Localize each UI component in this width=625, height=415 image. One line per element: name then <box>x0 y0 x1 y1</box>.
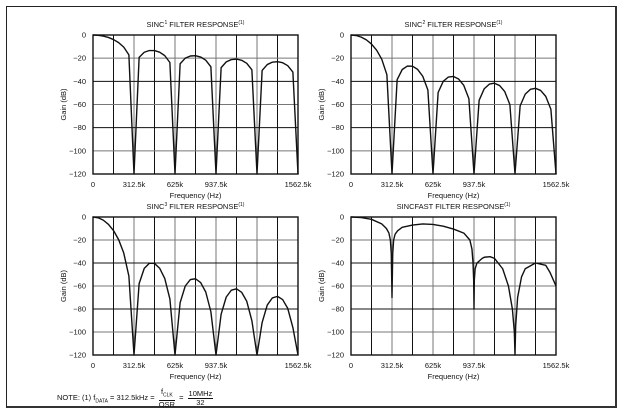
y-tick-label: 0 <box>340 213 344 222</box>
clk-fraction: 10MHz 32 <box>187 388 214 407</box>
y-tick-label: −100 <box>327 328 344 337</box>
fclk-over-osr: fCLK OSR <box>158 387 175 409</box>
chart-panel-3: 0 −20 −40 −60 −80 −100 −120 0 312.5k 625k 937.5k 15… <box>59 202 312 381</box>
title-main: SINCFAST FILTER RESPONSE <box>397 202 505 211</box>
chart-panel-4: 0 −20 −40 −60 −80 −100 −120 0 312.5k 625k 937.5k 15… <box>317 202 570 381</box>
title-footnote-ref: (1) <box>504 202 510 208</box>
title-superscript: 1 <box>164 20 167 26</box>
note-fclk: f <box>160 387 164 396</box>
x-tick-label: 0 <box>349 361 353 370</box>
y-tick-label: −40 <box>73 77 86 86</box>
y-tick-label: −80 <box>73 123 86 132</box>
y-tick-label: −120 <box>69 170 86 179</box>
y-tick-label: −100 <box>327 146 344 155</box>
x-tick-label: 0 <box>91 361 95 370</box>
y-tick-label: 0 <box>82 213 86 222</box>
plot-area-border <box>350 34 557 175</box>
chart-panel-1: 0 −20 −40 −60 −80 −100 −120 0 312.5k 625k 937.5k 15… <box>59 20 312 200</box>
x-tick-label: 312.5k <box>381 180 404 189</box>
y-tick-label: −120 <box>327 351 344 360</box>
y-tick-label: −60 <box>331 100 344 109</box>
y-axis-label: Gain (dB) <box>317 88 326 121</box>
x-tick-label: 937.5k <box>205 180 228 189</box>
x-tick-label: 937.5k <box>205 361 228 370</box>
x-tick-label: 937.5k <box>463 180 486 189</box>
note-eq2: = <box>176 393 186 403</box>
y-tick-label: −100 <box>69 146 86 155</box>
x-tick-label: 937.5k <box>463 361 486 370</box>
plot-area-border <box>92 216 299 356</box>
y-tick-label: −40 <box>331 77 344 86</box>
y-tick-label: −120 <box>69 351 86 360</box>
response-curve <box>92 216 299 356</box>
y-tick-label: −80 <box>331 123 344 132</box>
y-tick-label: −40 <box>73 259 86 268</box>
note-den: 32 <box>196 397 205 407</box>
note-osr: OSR <box>158 399 175 409</box>
response-curve <box>350 216 557 356</box>
y-tick-label: −40 <box>331 259 344 268</box>
y-axis-label: Gain (dB) <box>59 269 68 302</box>
title-superscript: 3 <box>164 202 167 208</box>
chart-title: SINC1 FILTER RESPONSE(1) <box>147 20 245 29</box>
note-sub-data: DATA <box>95 398 108 405</box>
x-tick-label: 1562.5k <box>285 361 312 370</box>
y-axis-label: Gain (dB) <box>317 269 326 302</box>
response-curve <box>92 34 299 175</box>
y-tick-label: −20 <box>331 54 344 63</box>
x-tick-label: 625k <box>167 361 184 370</box>
x-tick-label: 0 <box>91 180 95 189</box>
y-tick-label: −20 <box>73 236 86 245</box>
chart-panel-2: 0 −20 −40 −60 −80 −100 −120 0 312.5k 625k 937.5k 15… <box>317 20 570 200</box>
title-rest: FILTER RESPONSE <box>167 202 238 211</box>
response-curve <box>350 34 557 175</box>
y-tick-label: −60 <box>73 282 86 291</box>
y-tick-label: −60 <box>331 282 344 291</box>
footnote: NOTE: (1) fDATA = 312.5kHz = fCLK OSR = 1… <box>57 388 215 409</box>
x-tick-label: 625k <box>167 180 184 189</box>
y-tick-label: −80 <box>331 305 344 314</box>
x-tick-label: 625k <box>425 361 442 370</box>
y-tick-label: −120 <box>327 170 344 179</box>
title-main: SINC <box>405 20 424 29</box>
x-tick-label: 0 <box>349 180 353 189</box>
y-tick-label: 0 <box>82 31 86 40</box>
x-tick-label: 1562.5k <box>285 180 312 189</box>
x-tick-label: 625k <box>425 180 442 189</box>
y-tick-label: −20 <box>331 236 344 245</box>
x-tick-label: 1562.5k <box>543 180 570 189</box>
figure-frame <box>6 6 617 408</box>
note-prefix: NOTE: (1) f <box>57 393 96 403</box>
x-axis-label: Frequency (Hz) <box>428 372 480 381</box>
title-footnote-ref: (1) <box>496 20 502 26</box>
chart-title: SINCFAST FILTER RESPONSE(1) <box>397 202 511 211</box>
x-axis-label: Frequency (Hz) <box>170 191 222 200</box>
y-tick-label: −60 <box>73 100 86 109</box>
title-rest: FILTER RESPONSE <box>167 20 238 29</box>
note-eq1: = 312.5kHz = <box>107 393 157 403</box>
y-tick-label: 0 <box>340 31 344 40</box>
y-tick-label: −80 <box>73 305 86 314</box>
x-tick-label: 312.5k <box>123 361 146 370</box>
title-footnote-ref: (1) <box>238 20 244 26</box>
title-superscript: 2 <box>422 20 425 26</box>
x-tick-label: 1562.5k <box>543 361 570 370</box>
note-num: 10MHz <box>187 388 214 399</box>
x-axis-label: Frequency (Hz) <box>170 372 222 381</box>
x-tick-label: 312.5k <box>123 180 146 189</box>
note-sub-clk: CLK <box>163 392 173 399</box>
title-footnote-ref: (1) <box>238 202 244 208</box>
title-rest: FILTER RESPONSE <box>425 20 496 29</box>
y-axis-label: Gain (dB) <box>59 88 68 121</box>
x-axis-label: Frequency (Hz) <box>428 191 480 200</box>
title-main: SINC <box>147 202 166 211</box>
y-tick-label: −100 <box>69 328 86 337</box>
chart-title: SINC3 FILTER RESPONSE(1) <box>147 202 245 211</box>
plot-area-border <box>92 34 299 175</box>
title-main: SINC <box>147 20 166 29</box>
y-tick-label: −20 <box>73 54 86 63</box>
x-tick-label: 312.5k <box>381 361 404 370</box>
chart-title: SINC2 FILTER RESPONSE(1) <box>405 20 503 29</box>
